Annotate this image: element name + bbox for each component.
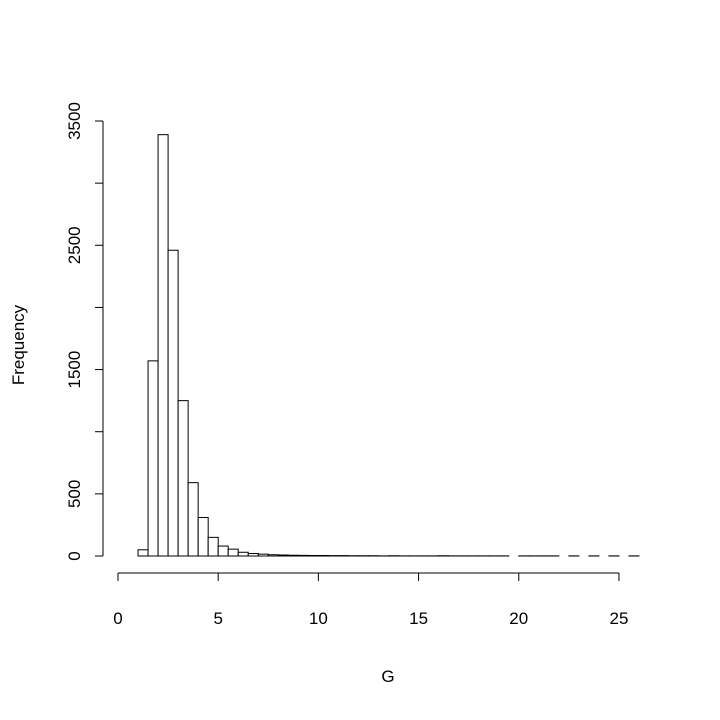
bar xyxy=(237,551,249,557)
bar xyxy=(207,536,219,557)
bar xyxy=(277,554,289,557)
bar xyxy=(217,545,229,557)
bar xyxy=(177,400,189,557)
x-tick-label: 5 xyxy=(213,609,222,628)
y-tick-label: 500 xyxy=(65,480,84,508)
bar xyxy=(137,549,149,557)
y-tick-label: 0 xyxy=(65,551,84,560)
bar xyxy=(167,249,179,557)
x-tick-label: 10 xyxy=(309,609,328,628)
x-tick-label: 15 xyxy=(409,609,428,628)
bar xyxy=(267,554,279,557)
x-axis-label: G xyxy=(381,667,394,686)
y-axis-label: Frequency xyxy=(9,304,28,385)
y-tick-label: 3500 xyxy=(65,102,84,140)
bar xyxy=(187,482,199,557)
bar xyxy=(297,554,309,557)
bar xyxy=(257,553,269,557)
bar xyxy=(157,134,169,557)
y-tick-label: 1500 xyxy=(65,351,84,389)
bar xyxy=(227,548,239,557)
x-tick-label: 20 xyxy=(509,609,528,628)
bar xyxy=(147,360,159,557)
x-tick-label: 0 xyxy=(113,609,122,628)
bar xyxy=(197,516,209,557)
bar xyxy=(247,553,259,557)
y-tick-label: 2500 xyxy=(65,226,84,264)
bar xyxy=(287,554,299,557)
x-tick-label: 25 xyxy=(610,609,629,628)
